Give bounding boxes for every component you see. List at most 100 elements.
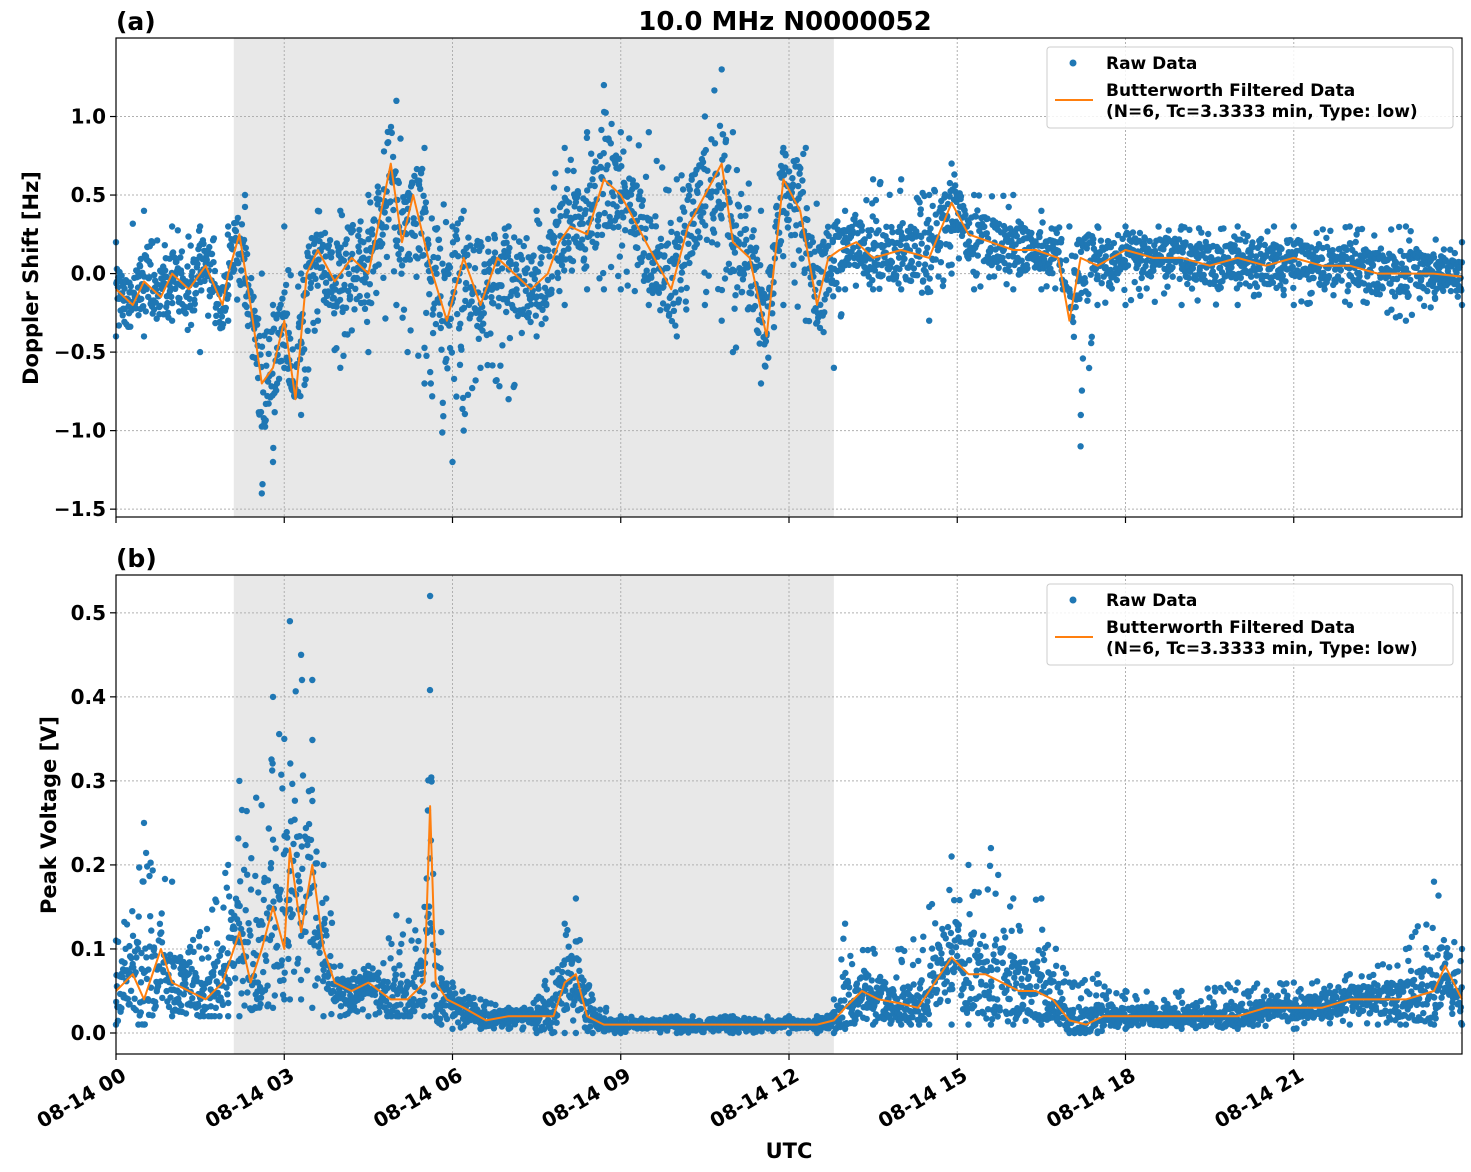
raw-data-point bbox=[158, 910, 165, 917]
raw-data-point bbox=[689, 250, 696, 257]
raw-data-point bbox=[435, 236, 443, 243]
raw-data-point bbox=[975, 192, 983, 199]
raw-data-point bbox=[618, 163, 625, 170]
raw-data-point bbox=[465, 234, 472, 241]
raw-data-point bbox=[617, 129, 624, 136]
raw-data-point bbox=[711, 140, 719, 147]
raw-data-point bbox=[1056, 224, 1063, 231]
raw-data-point bbox=[314, 308, 321, 315]
raw-data-point bbox=[309, 797, 316, 805]
raw-data-point bbox=[759, 299, 767, 306]
raw-data-point bbox=[527, 301, 535, 308]
raw-data-point bbox=[1264, 228, 1271, 235]
raw-data-point bbox=[897, 241, 904, 249]
raw-data-point bbox=[149, 239, 156, 246]
raw-data-point bbox=[161, 242, 168, 249]
raw-data-point bbox=[1137, 292, 1144, 299]
raw-data-point bbox=[1142, 262, 1149, 270]
raw-data-point bbox=[491, 235, 499, 242]
raw-data-point bbox=[518, 329, 525, 337]
raw-data-point bbox=[1087, 271, 1095, 278]
raw-data-point bbox=[212, 1004, 219, 1011]
raw-data-point bbox=[1416, 295, 1423, 302]
raw-data-point bbox=[427, 368, 434, 376]
raw-data-point bbox=[1079, 355, 1087, 362]
raw-data-point bbox=[276, 730, 283, 738]
raw-data-point bbox=[416, 177, 423, 184]
raw-data-point bbox=[1098, 280, 1105, 287]
raw-data-point bbox=[1261, 241, 1269, 249]
raw-data-point bbox=[1150, 267, 1157, 274]
raw-data-point bbox=[565, 199, 573, 206]
raw-data-point bbox=[734, 284, 741, 291]
raw-data-point bbox=[247, 932, 254, 939]
raw-data-point bbox=[516, 238, 523, 245]
raw-data-point bbox=[751, 302, 759, 310]
raw-data-point bbox=[597, 164, 605, 171]
raw-data-point bbox=[137, 255, 145, 263]
raw-data-point bbox=[178, 270, 185, 277]
raw-data-point bbox=[123, 921, 131, 928]
raw-data-point bbox=[563, 185, 571, 193]
raw-data-point bbox=[304, 327, 311, 334]
raw-data-point bbox=[922, 249, 930, 257]
raw-data-point bbox=[1403, 284, 1410, 291]
raw-data-point bbox=[147, 859, 154, 866]
raw-data-point bbox=[211, 267, 219, 275]
raw-data-point bbox=[1094, 301, 1101, 309]
raw-data-point bbox=[710, 229, 718, 236]
raw-data-point bbox=[1395, 223, 1403, 231]
raw-data-point bbox=[525, 309, 532, 317]
raw-data-point bbox=[1376, 291, 1384, 298]
raw-data-point bbox=[258, 270, 265, 277]
raw-data-point bbox=[357, 218, 364, 225]
raw-data-point bbox=[548, 273, 556, 280]
raw-data-point bbox=[253, 321, 261, 328]
raw-data-point bbox=[780, 301, 787, 309]
raw-data-point bbox=[200, 240, 207, 247]
raw-data-point bbox=[477, 364, 484, 371]
raw-data-point bbox=[488, 294, 495, 301]
raw-data-point bbox=[841, 286, 849, 293]
raw-data-point bbox=[440, 201, 447, 208]
raw-data-point bbox=[721, 275, 729, 282]
raw-data-point bbox=[1066, 286, 1073, 293]
raw-data-point bbox=[1313, 229, 1320, 237]
raw-data-point bbox=[926, 317, 933, 324]
raw-data-point bbox=[1396, 312, 1404, 320]
raw-data-point bbox=[426, 686, 434, 694]
raw-data-point bbox=[626, 201, 634, 208]
raw-data-point bbox=[232, 227, 240, 235]
raw-data-point bbox=[399, 971, 406, 978]
panel-b-ytick-label: 0.5 bbox=[71, 601, 106, 625]
raw-data-point bbox=[523, 265, 531, 272]
raw-data-point bbox=[762, 363, 769, 370]
raw-data-point bbox=[297, 411, 305, 419]
raw-data-point bbox=[948, 261, 955, 268]
raw-data-point bbox=[137, 1009, 144, 1016]
raw-data-point bbox=[947, 243, 954, 250]
raw-data-point bbox=[1405, 292, 1412, 299]
raw-data-point bbox=[705, 272, 712, 279]
raw-data-point bbox=[443, 355, 450, 363]
raw-data-point bbox=[214, 958, 221, 965]
raw-data-point bbox=[921, 192, 928, 200]
raw-data-point bbox=[952, 182, 959, 189]
raw-data-point bbox=[1192, 276, 1200, 283]
raw-data-point bbox=[1143, 257, 1150, 265]
raw-data-point bbox=[615, 272, 622, 280]
raw-data-point bbox=[677, 237, 684, 244]
raw-data-point bbox=[257, 408, 265, 416]
raw-data-point bbox=[879, 272, 886, 279]
raw-data-point bbox=[119, 312, 126, 319]
raw-data-point bbox=[702, 203, 709, 210]
raw-data-point bbox=[434, 225, 441, 232]
raw-data-point bbox=[427, 380, 434, 387]
raw-data-point bbox=[416, 246, 423, 254]
raw-data-point bbox=[496, 383, 503, 390]
raw-data-point bbox=[437, 324, 444, 332]
raw-data-point bbox=[278, 357, 285, 364]
raw-data-point bbox=[533, 207, 540, 214]
raw-data-point bbox=[289, 346, 296, 353]
raw-data-point bbox=[505, 223, 512, 230]
